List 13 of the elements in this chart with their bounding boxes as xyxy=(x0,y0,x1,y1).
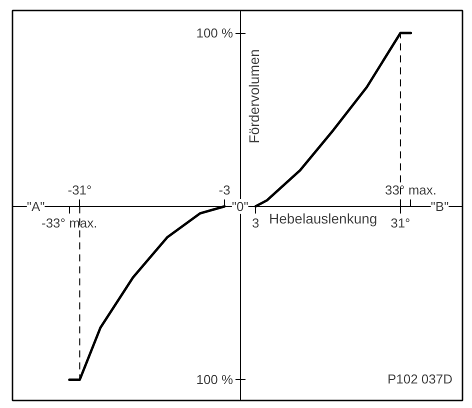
y-axis-title: Fördervolumen xyxy=(246,49,262,144)
x-tick-label: 31° xyxy=(390,215,410,230)
x2-tick-label: -3 xyxy=(218,182,230,198)
annotation: "B" xyxy=(430,198,450,214)
annotation: "A" xyxy=(26,198,46,214)
x-tick-label: 3 xyxy=(252,215,260,230)
x2-tick-label: -31° xyxy=(68,182,92,198)
y-tick-label: 100 % xyxy=(196,372,234,388)
y-tick-label: 100 % xyxy=(196,26,234,41)
x-axis-title: Hebelauslenkung xyxy=(269,210,378,226)
annotation: P102 037D xyxy=(387,372,453,386)
x-tick-label: -33° max. xyxy=(42,215,98,230)
annotation: "0" xyxy=(232,198,249,214)
